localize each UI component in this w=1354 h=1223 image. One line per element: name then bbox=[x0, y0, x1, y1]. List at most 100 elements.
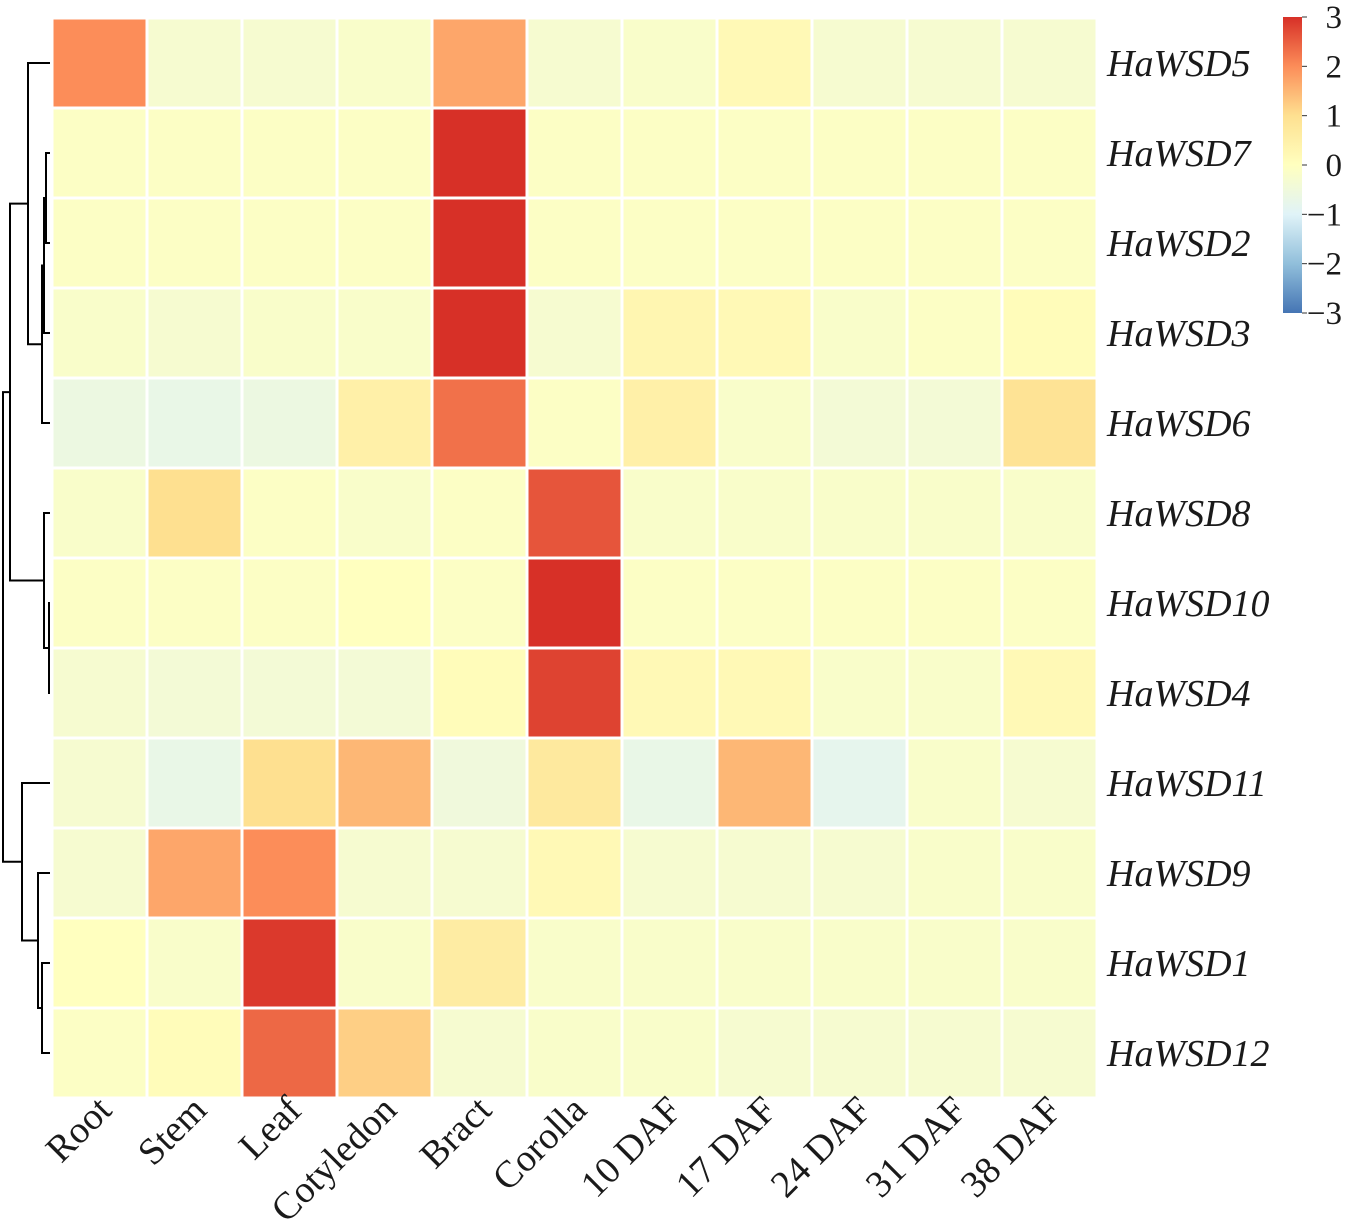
heatmap-cell bbox=[148, 829, 241, 917]
legend-tick-label: −2 bbox=[1307, 247, 1342, 283]
heatmap-cell bbox=[908, 649, 1001, 737]
heatmap-cell bbox=[1003, 109, 1096, 197]
heatmap-cell bbox=[528, 829, 621, 917]
heatmap-cell bbox=[148, 199, 241, 287]
heatmap-cell bbox=[338, 469, 431, 557]
heatmap-cell bbox=[1003, 469, 1096, 557]
heatmap-cell bbox=[433, 289, 526, 377]
heatmap-cell bbox=[53, 19, 146, 107]
heatmap-cell bbox=[338, 379, 431, 467]
heatmap-cell bbox=[1003, 829, 1096, 917]
heatmap-cell bbox=[908, 289, 1001, 377]
heatmap-cell bbox=[433, 739, 526, 827]
heatmap-cell bbox=[813, 109, 906, 197]
heatmap-cell bbox=[718, 829, 811, 917]
heatmap-cell bbox=[148, 19, 241, 107]
heatmap-cell bbox=[148, 919, 241, 1007]
row-label-hawsd11: HaWSD11 bbox=[1106, 763, 1267, 805]
legend-tick-labels: 3 2 1 0 −1 −2 −3 bbox=[1302, 0, 1342, 332]
heatmap-cell bbox=[528, 379, 621, 467]
heatmap-cell bbox=[148, 1009, 241, 1097]
row-label-hawsd1: HaWSD1 bbox=[1106, 943, 1251, 985]
heatmap-cell bbox=[528, 739, 621, 827]
heatmap-cell bbox=[433, 919, 526, 1007]
heatmap-cell bbox=[623, 379, 716, 467]
heatmap-cell bbox=[623, 1009, 716, 1097]
heatmap-cell bbox=[528, 649, 621, 737]
heatmap-cell bbox=[908, 19, 1001, 107]
column-label-bract: Bract bbox=[412, 1088, 500, 1176]
heatmap-cell bbox=[813, 919, 906, 1007]
heatmap-cell bbox=[908, 739, 1001, 827]
heatmap-cell bbox=[338, 1009, 431, 1097]
heatmap-cell bbox=[243, 919, 336, 1007]
column-label-38-daf: 38 DAF bbox=[953, 1089, 1070, 1206]
row-dendrogram bbox=[2, 62, 50, 1054]
heatmap-cell bbox=[243, 739, 336, 827]
heatmap-cell bbox=[243, 19, 336, 107]
dendro-link-wsd9 bbox=[37, 872, 50, 1009]
heatmap-cell bbox=[243, 109, 336, 197]
heatmap-cell bbox=[243, 379, 336, 467]
heatmap-cell bbox=[148, 109, 241, 197]
row-label-hawsd8: HaWSD8 bbox=[1106, 493, 1251, 535]
heatmap-cell bbox=[813, 199, 906, 287]
legend-tick-label: −1 bbox=[1307, 197, 1342, 233]
heatmap-cell bbox=[813, 559, 906, 647]
heatmap-cell bbox=[718, 739, 811, 827]
heatmap-cell bbox=[1003, 559, 1096, 647]
heatmap-cell bbox=[148, 649, 241, 737]
column-label-17-daf: 17 DAF bbox=[668, 1089, 785, 1206]
heatmap-cell bbox=[718, 919, 811, 1007]
heatmap-cell bbox=[623, 109, 716, 197]
column-label-10-daf: 10 DAF bbox=[573, 1089, 690, 1206]
heatmap-cell bbox=[623, 469, 716, 557]
heatmap-cell bbox=[338, 829, 431, 917]
heatmap-cell bbox=[813, 649, 906, 737]
heatmap-cell bbox=[338, 199, 431, 287]
heatmap-cell bbox=[1003, 199, 1096, 287]
row-label-hawsd2: HaWSD2 bbox=[1106, 223, 1251, 265]
dendro-link-wsd11 bbox=[21, 782, 50, 942]
heatmap-cell bbox=[433, 559, 526, 647]
heatmap-cell bbox=[243, 199, 336, 287]
legend-tick-label: −3 bbox=[1307, 296, 1342, 332]
heatmap-cell bbox=[528, 469, 621, 557]
column-label-stem: Stem bbox=[130, 1089, 215, 1174]
heatmap-cell bbox=[908, 919, 1001, 1007]
row-label-hawsd6: HaWSD6 bbox=[1106, 403, 1251, 445]
heatmap-cell bbox=[813, 289, 906, 377]
heatmap-cell bbox=[433, 469, 526, 557]
legend-color-bar bbox=[1283, 17, 1302, 313]
row-label-hawsd7: HaWSD7 bbox=[1106, 133, 1253, 175]
heatmap-cell bbox=[243, 469, 336, 557]
heatmap-cell bbox=[148, 469, 241, 557]
heatmap-cell bbox=[1003, 19, 1096, 107]
heatmap-cell bbox=[433, 109, 526, 197]
heatmap-cell bbox=[528, 19, 621, 107]
row-label-hawsd3: HaWSD3 bbox=[1106, 313, 1251, 355]
heatmap-cell bbox=[53, 649, 146, 737]
heatmap-cell bbox=[813, 469, 906, 557]
heatmap-cell bbox=[623, 289, 716, 377]
heatmap-cell bbox=[53, 289, 146, 377]
heatmap-cell bbox=[338, 919, 431, 1007]
heatmap-cell bbox=[338, 289, 431, 377]
column-label-root: Root bbox=[38, 1088, 120, 1170]
heatmap-cell bbox=[338, 739, 431, 827]
column-label-24-daf: 24 DAF bbox=[763, 1089, 880, 1206]
heatmap-cell bbox=[528, 289, 621, 377]
row-labels: HaWSD5 HaWSD7 HaWSD2 HaWSD3 HaWSD6 HaWSD8 HaWS… bbox=[1106, 43, 1270, 1075]
column-label-leaf: Leaf bbox=[231, 1088, 310, 1167]
row-label-hawsd10: HaWSD10 bbox=[1106, 583, 1270, 625]
dendro-link-root bbox=[2, 391, 22, 863]
heatmap-cell bbox=[53, 109, 146, 197]
heatmap-cell bbox=[148, 739, 241, 827]
dendro-link-wsd1-wsd12 bbox=[41, 962, 50, 1054]
heatmap-cell bbox=[1003, 739, 1096, 827]
heatmap-cells bbox=[53, 19, 1096, 1097]
heatmap-cell bbox=[243, 649, 336, 737]
row-label-hawsd5: HaWSD5 bbox=[1106, 43, 1251, 85]
heatmap-cell bbox=[433, 379, 526, 467]
